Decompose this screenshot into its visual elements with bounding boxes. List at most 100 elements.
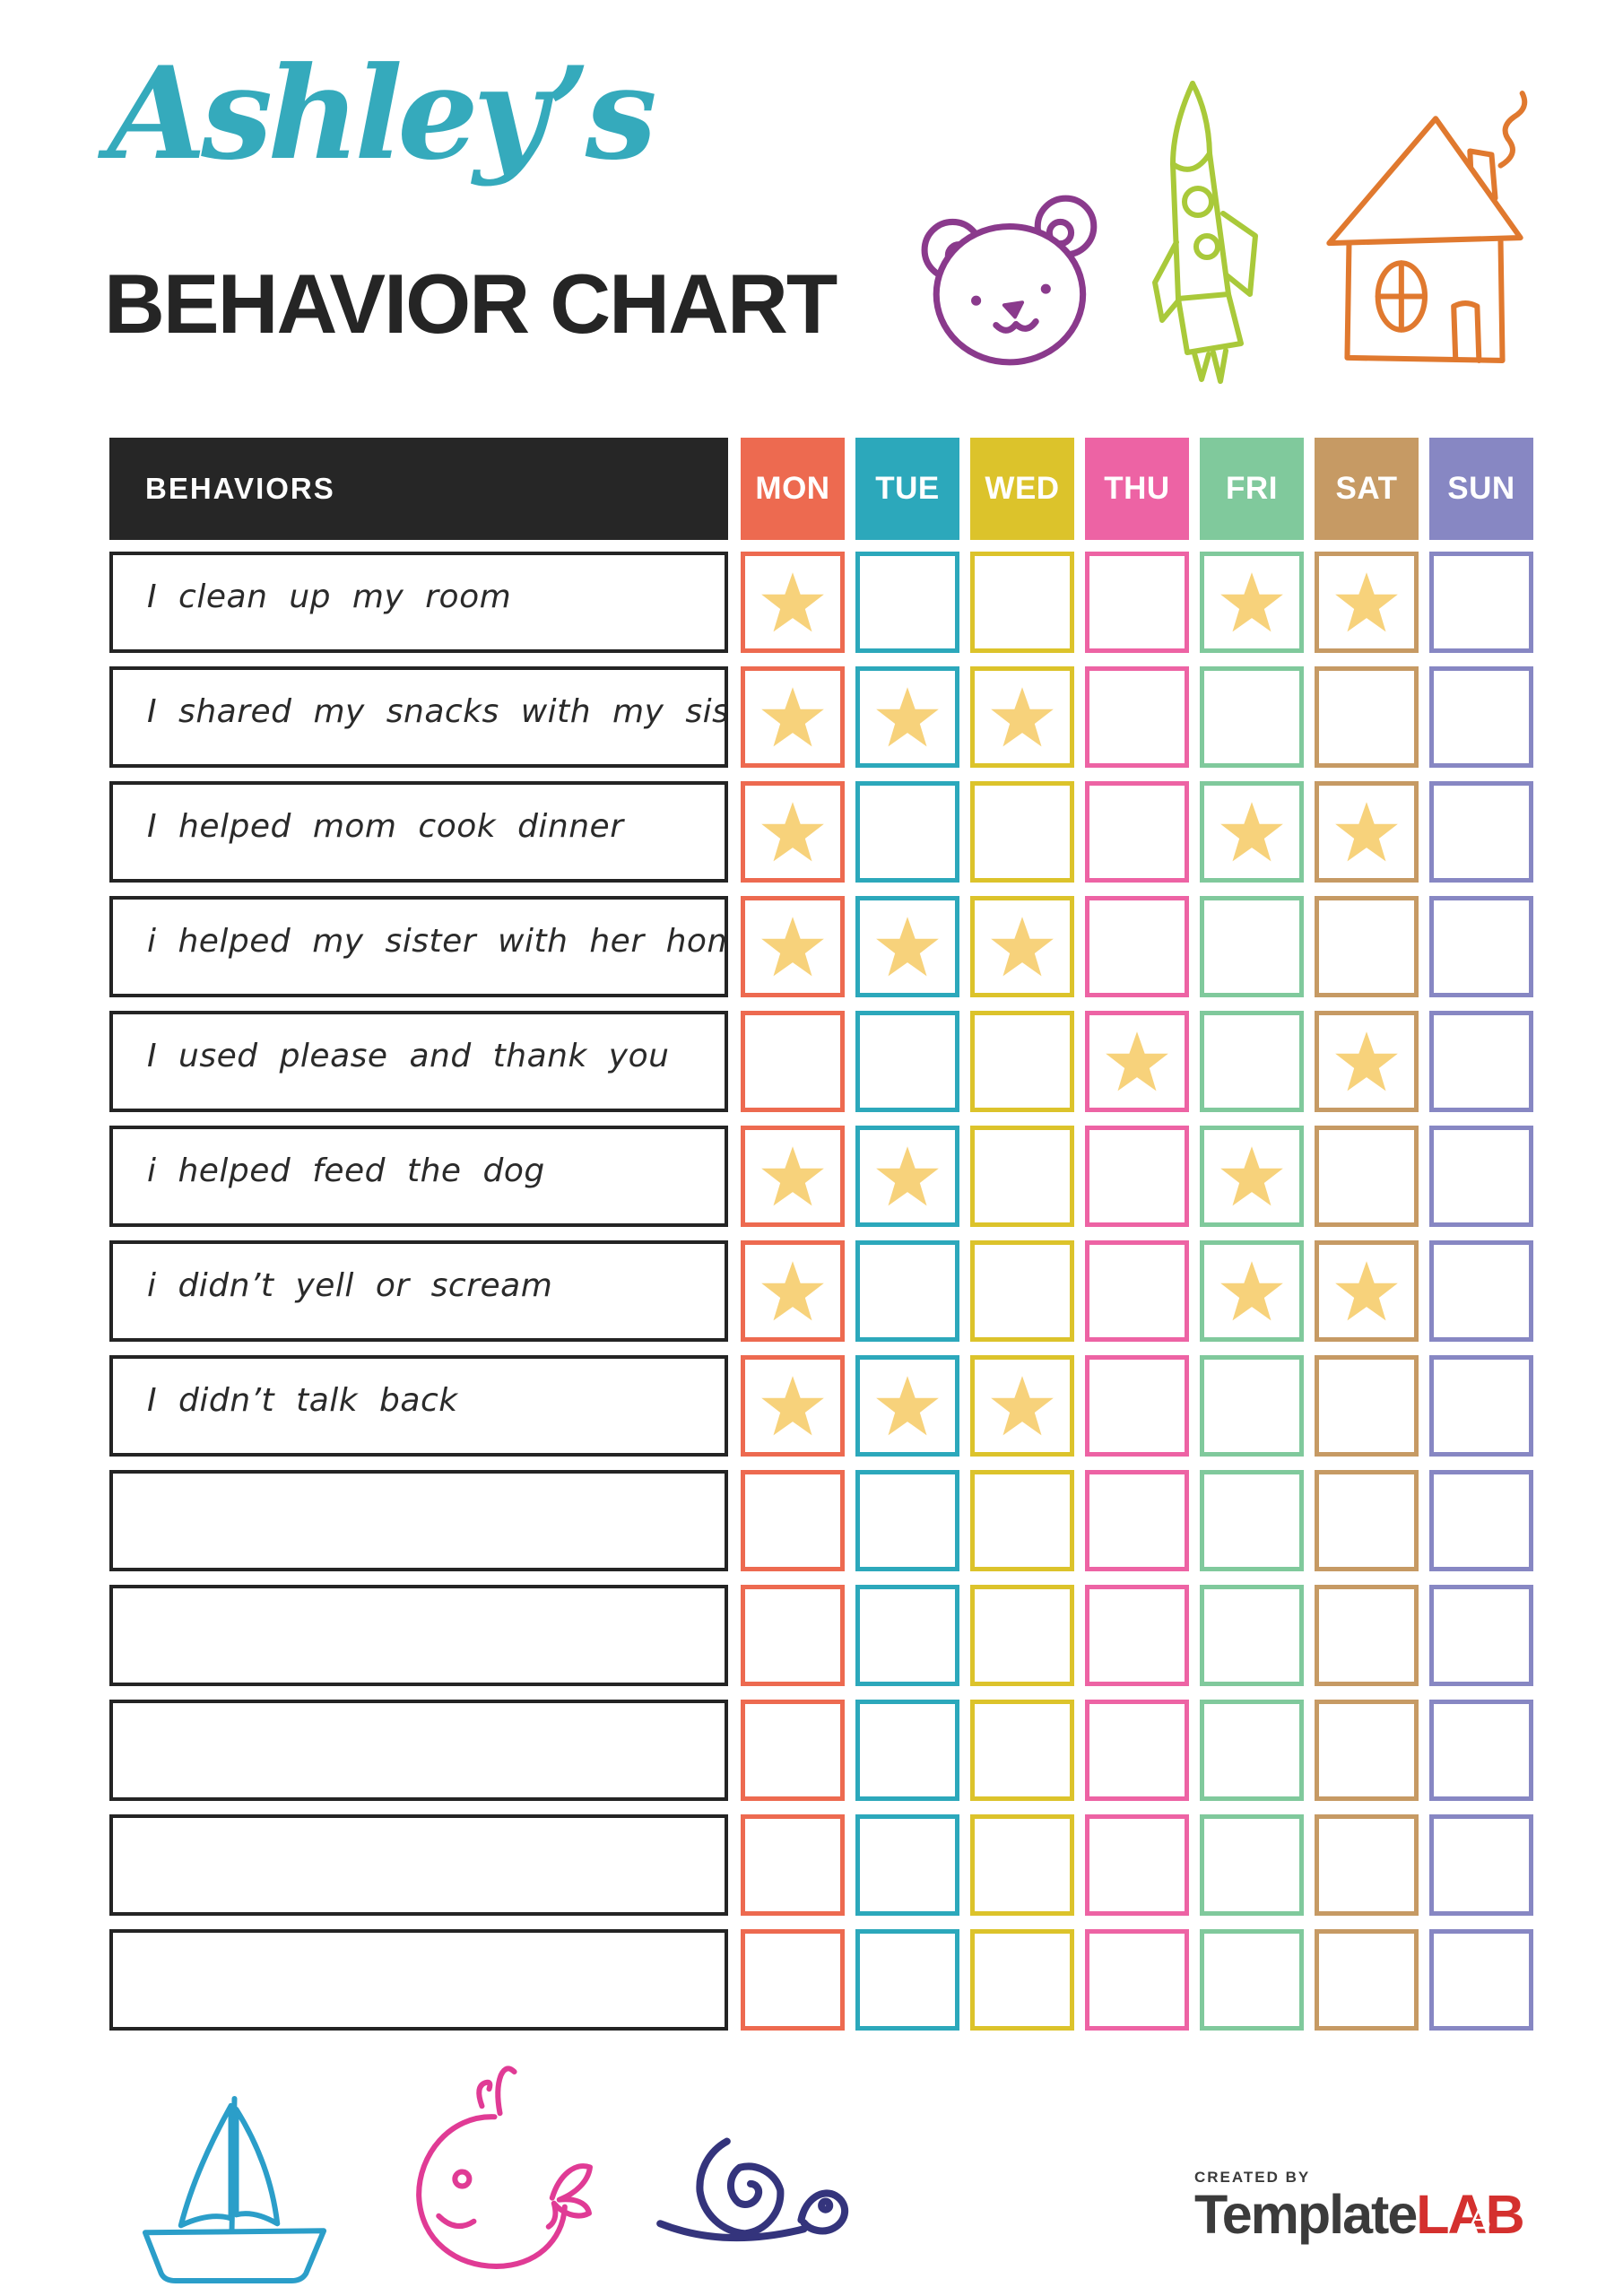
day-cell-fri[interactable]: [1200, 1355, 1304, 1457]
day-cell-sun[interactable]: [1429, 1126, 1533, 1227]
day-cell-fri[interactable]: [1200, 1929, 1304, 2031]
day-cell-wed[interactable]: [970, 1470, 1074, 1571]
day-cell-fri[interactable]: [1200, 896, 1304, 997]
day-cell-fri[interactable]: [1200, 1240, 1304, 1342]
day-cell-fri[interactable]: [1200, 666, 1304, 768]
day-cell-wed[interactable]: [970, 1700, 1074, 1801]
day-cell-fri[interactable]: [1200, 781, 1304, 883]
day-cell-sun[interactable]: [1429, 1585, 1533, 1686]
day-cell-sun[interactable]: [1429, 1355, 1533, 1457]
day-cell-tue[interactable]: [855, 1470, 959, 1571]
day-cell-wed[interactable]: [970, 552, 1074, 653]
day-cell-mon[interactable]: [741, 1126, 845, 1227]
day-cell-sun[interactable]: [1429, 1011, 1533, 1112]
day-cell-mon[interactable]: [741, 1814, 845, 1916]
day-cell-sat[interactable]: [1315, 1470, 1419, 1571]
day-cell-sat[interactable]: [1315, 1355, 1419, 1457]
day-cell-wed[interactable]: [970, 1126, 1074, 1227]
day-cell-wed[interactable]: [970, 1011, 1074, 1112]
day-cell-mon[interactable]: [741, 1011, 845, 1112]
behavior-label: I didn’t talk back: [109, 1355, 728, 1457]
day-cell-fri[interactable]: [1200, 1470, 1304, 1571]
day-cell-tue[interactable]: [855, 1929, 959, 2031]
day-cell-wed[interactable]: [970, 781, 1074, 883]
day-cell-thu[interactable]: [1085, 1126, 1189, 1227]
day-cell-thu[interactable]: [1085, 1700, 1189, 1801]
day-cell-tue[interactable]: [855, 1814, 959, 1916]
behavior-label-empty[interactable]: [109, 1700, 728, 1801]
day-cell-sun[interactable]: [1429, 781, 1533, 883]
day-cell-sun[interactable]: [1429, 896, 1533, 997]
day-cell-sat[interactable]: [1315, 1814, 1419, 1916]
behavior-label: I used please and thank you: [109, 1011, 728, 1112]
day-cell-tue[interactable]: [855, 1355, 959, 1457]
day-cell-mon[interactable]: [741, 1929, 845, 2031]
behavior-label-empty[interactable]: [109, 1929, 728, 2031]
behavior-label-empty[interactable]: [109, 1814, 728, 1916]
day-cell-sun[interactable]: [1429, 1929, 1533, 2031]
day-cell-tue[interactable]: [855, 1126, 959, 1227]
day-cell-wed[interactable]: [970, 1585, 1074, 1686]
day-cell-mon[interactable]: [741, 666, 845, 768]
day-cell-mon[interactable]: [741, 1585, 845, 1686]
day-cell-wed[interactable]: [970, 1355, 1074, 1457]
rocket-icon: [1123, 74, 1302, 389]
day-cell-tue[interactable]: [855, 781, 959, 883]
day-cell-wed[interactable]: [970, 1240, 1074, 1342]
day-cell-wed[interactable]: [970, 1814, 1074, 1916]
day-cell-sat[interactable]: [1315, 896, 1419, 997]
day-cell-tue[interactable]: [855, 1585, 959, 1686]
day-cell-fri[interactable]: [1200, 1585, 1304, 1686]
day-cell-mon[interactable]: [741, 1240, 845, 1342]
day-cell-thu[interactable]: [1085, 1929, 1189, 2031]
day-cell-sat[interactable]: [1315, 666, 1419, 768]
day-cell-sun[interactable]: [1429, 666, 1533, 768]
day-cell-tue[interactable]: [855, 552, 959, 653]
day-cell-fri[interactable]: [1200, 1814, 1304, 1916]
day-cell-sat[interactable]: [1315, 1700, 1419, 1801]
day-cell-thu[interactable]: [1085, 1470, 1189, 1571]
behavior-label-empty[interactable]: [109, 1470, 728, 1571]
day-cell-thu[interactable]: [1085, 552, 1189, 653]
day-cell-tue[interactable]: [855, 666, 959, 768]
day-cell-sat[interactable]: [1315, 781, 1419, 883]
day-cell-sat[interactable]: [1315, 1929, 1419, 2031]
day-cell-wed[interactable]: [970, 666, 1074, 768]
day-cell-fri[interactable]: [1200, 552, 1304, 653]
day-cell-sat[interactable]: [1315, 1585, 1419, 1686]
day-cell-sun[interactable]: [1429, 1700, 1533, 1801]
day-cell-tue[interactable]: [855, 1011, 959, 1112]
day-cell-mon[interactable]: [741, 896, 845, 997]
day-cell-sun[interactable]: [1429, 1814, 1533, 1916]
day-cell-thu[interactable]: [1085, 1355, 1189, 1457]
day-cell-thu[interactable]: [1085, 1585, 1189, 1686]
day-cell-tue[interactable]: [855, 896, 959, 997]
day-cell-fri[interactable]: [1200, 1700, 1304, 1801]
day-cell-sun[interactable]: [1429, 1470, 1533, 1571]
day-cell-sat[interactable]: [1315, 1240, 1419, 1342]
day-cell-mon[interactable]: [741, 1700, 845, 1801]
day-cell-sat[interactable]: [1315, 1126, 1419, 1227]
day-cell-thu[interactable]: [1085, 781, 1189, 883]
star-icon: [991, 687, 1054, 747]
day-cell-thu[interactable]: [1085, 1011, 1189, 1112]
day-cell-sat[interactable]: [1315, 552, 1419, 653]
day-cell-wed[interactable]: [970, 1929, 1074, 2031]
day-cell-wed[interactable]: [970, 896, 1074, 997]
day-cell-thu[interactable]: [1085, 1240, 1189, 1342]
day-cell-mon[interactable]: [741, 781, 845, 883]
day-cell-sun[interactable]: [1429, 1240, 1533, 1342]
day-cell-thu[interactable]: [1085, 896, 1189, 997]
day-cell-fri[interactable]: [1200, 1126, 1304, 1227]
day-cell-sun[interactable]: [1429, 552, 1533, 653]
day-cell-tue[interactable]: [855, 1700, 959, 1801]
day-cell-fri[interactable]: [1200, 1011, 1304, 1112]
day-cell-thu[interactable]: [1085, 1814, 1189, 1916]
day-cell-mon[interactable]: [741, 1355, 845, 1457]
day-cell-tue[interactable]: [855, 1240, 959, 1342]
day-cell-thu[interactable]: [1085, 666, 1189, 768]
day-cell-sat[interactable]: [1315, 1011, 1419, 1112]
behavior-label-empty[interactable]: [109, 1585, 728, 1686]
day-cell-mon[interactable]: [741, 1470, 845, 1571]
day-cell-mon[interactable]: [741, 552, 845, 653]
